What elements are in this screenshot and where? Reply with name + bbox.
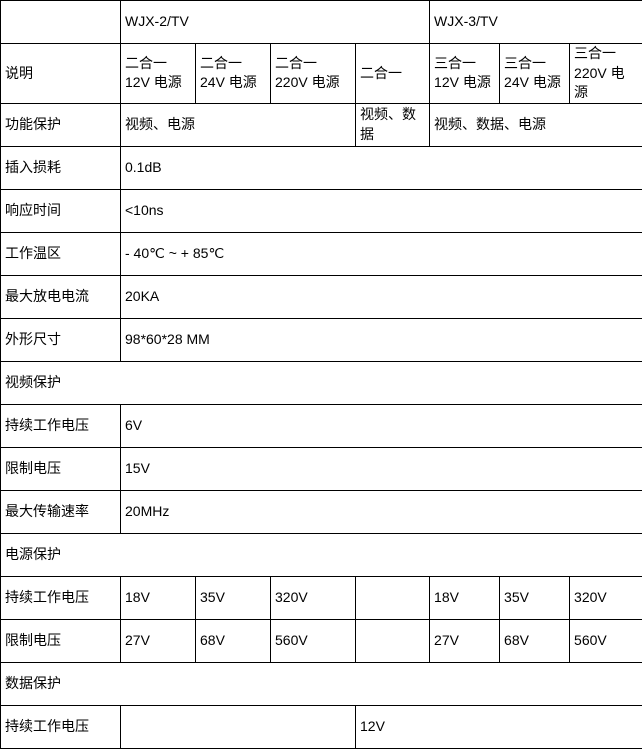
func-v2: 视频、数据 bbox=[356, 103, 430, 146]
discharge-value: 20KA bbox=[121, 275, 642, 318]
table-row: 说明 二合一 12V 电源 二合一 24V 电源 二合一 220V 电源 二合一… bbox=[1, 44, 642, 104]
p-limit-a2: 68V bbox=[196, 619, 271, 662]
desc-a2: 二合一 24V 电源 bbox=[196, 44, 271, 104]
desc-a1-l1: 二合一 bbox=[125, 55, 167, 71]
desc-a3-l1: 二合一 bbox=[275, 55, 317, 71]
table-row: 电源保护 bbox=[1, 533, 642, 576]
desc-b2-l2: 24V 电源 bbox=[504, 74, 561, 90]
p-cont-blank bbox=[356, 576, 430, 619]
desc-b2-l1: 三合一 bbox=[504, 55, 546, 71]
response-label: 响应时间 bbox=[1, 189, 121, 232]
table-row: 持续工作电压 18V 35V 320V 18V 35V 320V bbox=[1, 576, 642, 619]
v-cont-label: 持续工作电压 bbox=[1, 404, 121, 447]
d-cont-value: 12V bbox=[356, 705, 642, 748]
table-row: 持续工作电压 12V bbox=[1, 705, 642, 748]
p-limit-b3: 560V bbox=[570, 619, 642, 662]
table-row: 数据保护 bbox=[1, 662, 642, 705]
p-limit-label: 限制电压 bbox=[1, 619, 121, 662]
dims-label: 外形尺寸 bbox=[1, 318, 121, 361]
desc-b3-l2: 220V 电源 bbox=[574, 65, 625, 101]
desc-label: 说明 bbox=[1, 44, 121, 104]
p-cont-b3: 320V bbox=[570, 576, 642, 619]
desc-a1: 二合一 12V 电源 bbox=[121, 44, 196, 104]
desc-b1-l2: 12V 电源 bbox=[434, 74, 491, 90]
section-video: 视频保护 bbox=[1, 361, 642, 404]
func-v3: 视频、数据、电源 bbox=[430, 103, 642, 146]
spec-table: WJX-2/TV WJX-3/TV 说明 二合一 12V 电源 二合一 24V … bbox=[0, 0, 642, 749]
model-b: WJX-3/TV bbox=[430, 1, 642, 44]
table-row: 外形尺寸 98*60*28 MM bbox=[1, 318, 642, 361]
table-row: 持续工作电压 6V bbox=[1, 404, 642, 447]
table-row: 响应时间 <10ns bbox=[1, 189, 642, 232]
d-cont-label: 持续工作电压 bbox=[1, 705, 121, 748]
discharge-label: 最大放电电流 bbox=[1, 275, 121, 318]
func-label: 功能保护 bbox=[1, 103, 121, 146]
v-rate-value: 20MHz bbox=[121, 490, 642, 533]
insert-loss-label: 插入损耗 bbox=[1, 146, 121, 189]
section-power: 电源保护 bbox=[1, 533, 642, 576]
p-cont-b1: 18V bbox=[430, 576, 500, 619]
table-row: 插入损耗 0.1dB bbox=[1, 146, 642, 189]
p-cont-a3: 320V bbox=[271, 576, 356, 619]
dims-value: 98*60*28 MM bbox=[121, 318, 642, 361]
temp-label: 工作温区 bbox=[1, 232, 121, 275]
insert-loss-value: 0.1dB bbox=[121, 146, 642, 189]
response-value: <10ns bbox=[121, 189, 642, 232]
desc-b1: 三合一 12V 电源 bbox=[430, 44, 500, 104]
table-row: 最大放电电流 20KA bbox=[1, 275, 642, 318]
p-limit-a3: 560V bbox=[271, 619, 356, 662]
p-cont-b2: 35V bbox=[500, 576, 570, 619]
p-limit-blank bbox=[356, 619, 430, 662]
d-cont-blank bbox=[121, 705, 356, 748]
table-row: 工作温区 - 40℃ ~ + 85℃ bbox=[1, 232, 642, 275]
desc-a1-l2: 12V 电源 bbox=[125, 74, 182, 90]
table-row: 视频保护 bbox=[1, 361, 642, 404]
desc-b1-l1: 三合一 bbox=[434, 55, 476, 71]
desc-b3-l1: 三合一 bbox=[574, 45, 616, 61]
desc-b2: 三合一 24V 电源 bbox=[500, 44, 570, 104]
cell-blank bbox=[1, 1, 121, 44]
desc-a2-l1: 二合一 bbox=[200, 55, 242, 71]
p-limit-b2: 68V bbox=[500, 619, 570, 662]
p-cont-label: 持续工作电压 bbox=[1, 576, 121, 619]
p-limit-b1: 27V bbox=[430, 619, 500, 662]
p-cont-a1: 18V bbox=[121, 576, 196, 619]
table-row: 最大传输速率 20MHz bbox=[1, 490, 642, 533]
model-a: WJX-2/TV bbox=[121, 1, 430, 44]
table-row: 限制电压 27V 68V 560V 27V 68V 560V bbox=[1, 619, 642, 662]
v-limit-value: 15V bbox=[121, 447, 642, 490]
table-row: WJX-2/TV WJX-3/TV bbox=[1, 1, 642, 44]
v-cont-value: 6V bbox=[121, 404, 642, 447]
desc-b3: 三合一 220V 电源 bbox=[570, 44, 642, 104]
desc-a2-l2: 24V 电源 bbox=[200, 74, 257, 90]
desc-a3: 二合一 220V 电源 bbox=[271, 44, 356, 104]
desc-a3-l2: 220V 电源 bbox=[275, 74, 340, 90]
section-data: 数据保护 bbox=[1, 662, 642, 705]
table-row: 功能保护 视频、电源 视频、数据 视频、数据、电源 bbox=[1, 103, 642, 146]
v-rate-label: 最大传输速率 bbox=[1, 490, 121, 533]
desc-a4: 二合一 bbox=[356, 44, 430, 104]
v-limit-label: 限制电压 bbox=[1, 447, 121, 490]
temp-value: - 40℃ ~ + 85℃ bbox=[121, 232, 642, 275]
table-row: 限制电压 15V bbox=[1, 447, 642, 490]
func-v1: 视频、电源 bbox=[121, 103, 356, 146]
p-cont-a2: 35V bbox=[196, 576, 271, 619]
p-limit-a1: 27V bbox=[121, 619, 196, 662]
